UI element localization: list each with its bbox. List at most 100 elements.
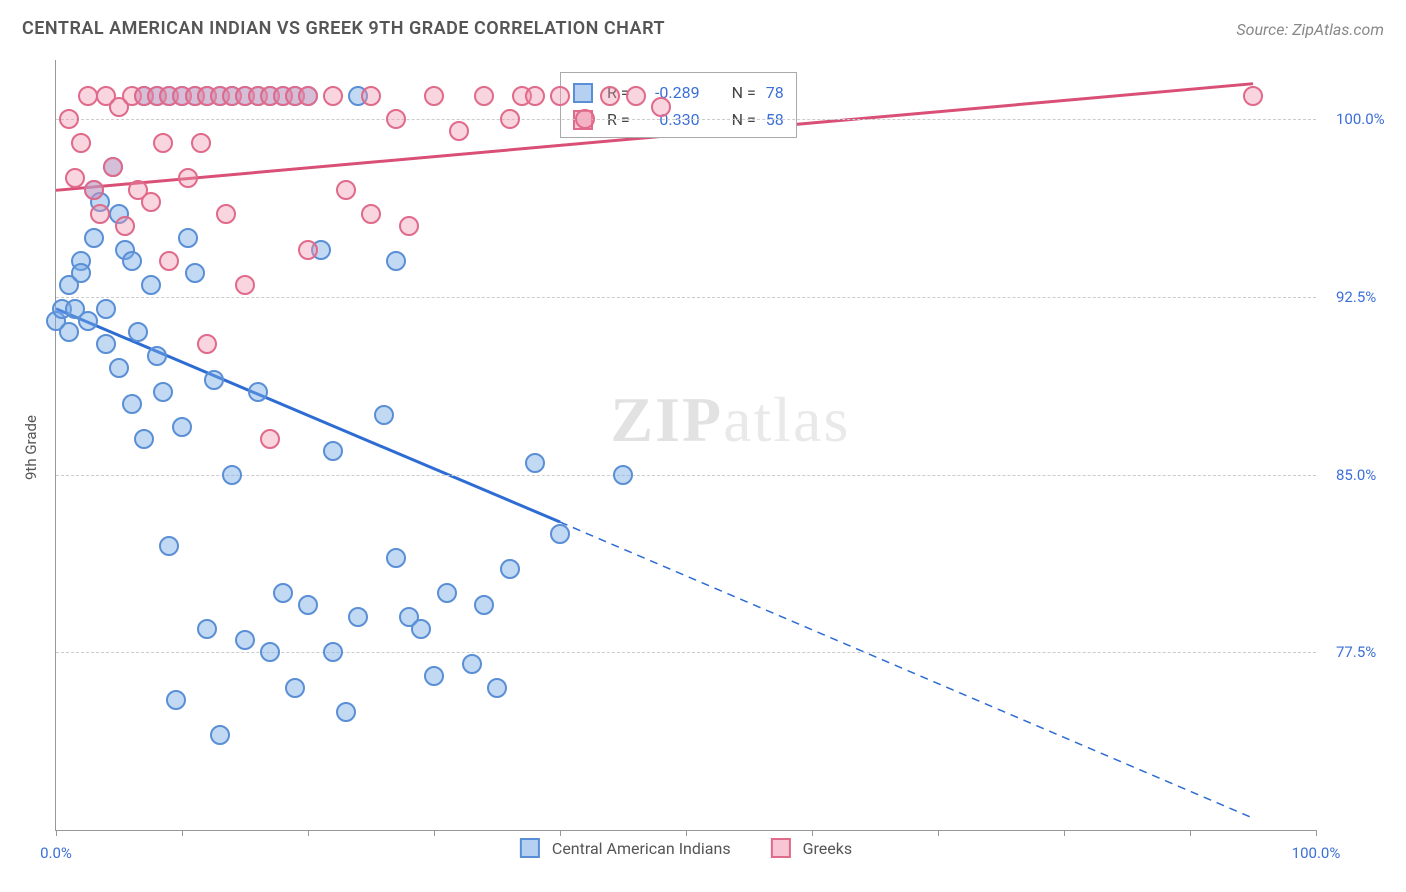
- data-point: [323, 86, 343, 106]
- y-axis-label: 9th Grade: [22, 415, 40, 480]
- data-point: [500, 559, 520, 579]
- data-point: [260, 642, 280, 662]
- x-tick: [812, 830, 813, 836]
- x-tick: [686, 830, 687, 836]
- data-point: [600, 86, 620, 106]
- x-tick-label: 100.0%: [1292, 844, 1341, 862]
- data-point: [71, 263, 91, 283]
- data-point: [248, 382, 268, 402]
- x-tick: [1064, 830, 1065, 836]
- data-point: [386, 109, 406, 129]
- x-tick: [182, 830, 183, 836]
- data-point: [336, 180, 356, 200]
- data-point: [84, 180, 104, 200]
- data-point: [525, 453, 545, 473]
- gridline: [56, 475, 1316, 476]
- legend-swatch: [573, 83, 593, 103]
- gridline: [56, 297, 1316, 298]
- data-point: [298, 595, 318, 615]
- data-point: [462, 654, 482, 674]
- plot-region: ZIPatlas R =-0.289N =78R =0.330N =58 Cen…: [55, 60, 1316, 831]
- data-point: [500, 109, 520, 129]
- source-attribution: Source: ZipAtlas.com: [1236, 20, 1384, 39]
- x-tick: [560, 830, 561, 836]
- data-point: [525, 86, 545, 106]
- data-point: [550, 86, 570, 106]
- gridline: [56, 119, 1316, 120]
- data-point: [626, 86, 646, 106]
- y-tick-label: 85.0%: [1336, 466, 1376, 484]
- data-point: [59, 322, 79, 342]
- data-point: [172, 417, 192, 437]
- data-point: [204, 370, 224, 390]
- data-point: [411, 619, 431, 639]
- watermark: ZIPatlas: [610, 383, 850, 457]
- data-point: [260, 429, 280, 449]
- y-tick-label: 77.5%: [1336, 643, 1376, 661]
- legend-item: Central American Indians: [520, 838, 731, 858]
- data-point: [399, 216, 419, 236]
- legend-swatch: [520, 838, 540, 858]
- data-point: [78, 86, 98, 106]
- data-point: [185, 263, 205, 283]
- data-point: [122, 394, 142, 414]
- legend-label: Central American Indians: [552, 839, 731, 858]
- data-point: [90, 204, 110, 224]
- data-point: [222, 465, 242, 485]
- legend-label: Greeks: [803, 839, 853, 858]
- x-tick-label: 0.0%: [40, 844, 72, 862]
- data-point: [298, 86, 318, 106]
- data-point: [235, 630, 255, 650]
- data-point: [374, 405, 394, 425]
- data-point: [613, 465, 633, 485]
- data-point: [1243, 86, 1263, 106]
- data-point: [197, 334, 217, 354]
- data-point: [103, 157, 123, 177]
- data-point: [348, 607, 368, 627]
- data-point: [210, 725, 230, 745]
- data-point: [178, 228, 198, 248]
- data-point: [386, 548, 406, 568]
- data-point: [487, 678, 507, 698]
- x-tick: [56, 830, 57, 836]
- data-point: [78, 311, 98, 331]
- data-point: [386, 251, 406, 271]
- data-point: [71, 133, 91, 153]
- x-tick: [938, 830, 939, 836]
- data-point: [134, 429, 154, 449]
- data-point: [323, 642, 343, 662]
- data-point: [153, 382, 173, 402]
- gridline: [56, 652, 1316, 653]
- data-point: [141, 275, 161, 295]
- chart-title: CENTRAL AMERICAN INDIAN VS GREEK 9TH GRA…: [22, 18, 665, 39]
- data-point: [474, 86, 494, 106]
- data-point: [449, 121, 469, 141]
- data-point: [159, 536, 179, 556]
- data-point: [96, 334, 116, 354]
- legend-swatch: [771, 838, 791, 858]
- data-point: [235, 275, 255, 295]
- data-point: [285, 678, 305, 698]
- x-tick: [308, 830, 309, 836]
- y-tick-label: 100.0%: [1336, 110, 1385, 128]
- regression-line-extrapolated: [560, 522, 1253, 818]
- data-point: [424, 86, 444, 106]
- data-point: [115, 216, 135, 236]
- data-point: [96, 299, 116, 319]
- chart-area: ZIPatlas R =-0.289N =78R =0.330N =58 Cen…: [0, 50, 1406, 892]
- data-point: [147, 346, 167, 366]
- bottom-legend: Central American Indians Greeks: [520, 838, 852, 858]
- data-point: [109, 358, 129, 378]
- stat-n-label: N =: [732, 79, 756, 106]
- legend-item: Greeks: [771, 838, 853, 858]
- data-point: [575, 109, 595, 129]
- x-tick: [434, 830, 435, 836]
- y-tick-label: 92.5%: [1336, 288, 1376, 306]
- data-point: [141, 192, 161, 212]
- data-point: [424, 666, 444, 686]
- stat-n-value: 78: [766, 79, 784, 106]
- x-tick: [1316, 830, 1317, 836]
- data-point: [59, 109, 79, 129]
- data-point: [65, 168, 85, 188]
- stats-box: R =-0.289N =78R =0.330N =58: [560, 72, 797, 138]
